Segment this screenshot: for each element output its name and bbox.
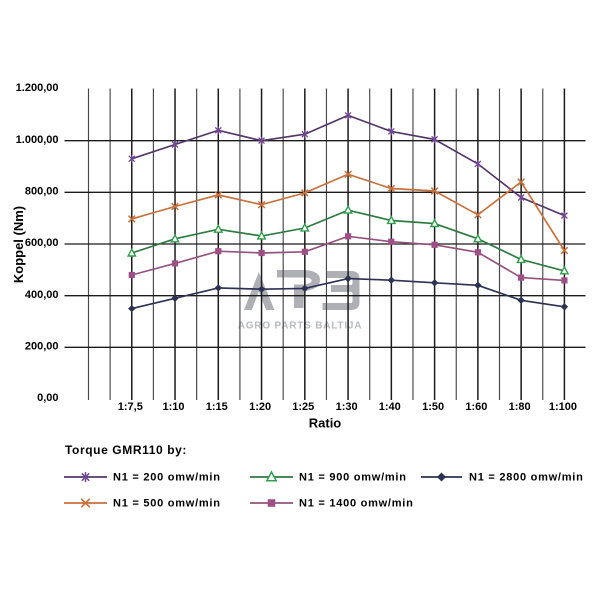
svg-text:1:7,5: 1:7,5: [118, 401, 143, 413]
svg-text:200,00: 200,00: [25, 341, 59, 353]
svg-text:0,00: 0,00: [37, 392, 58, 404]
svg-text:1.200,00: 1.200,00: [16, 82, 59, 94]
svg-text:1:40: 1:40: [379, 401, 401, 413]
svg-text:1:80: 1:80: [509, 401, 531, 413]
svg-text:1:25: 1:25: [292, 401, 314, 413]
svg-text:N1 = 1400 omw/min: N1 = 1400 omw/min: [299, 498, 414, 510]
svg-text:N1 = 900 omw/min: N1 = 900 omw/min: [299, 472, 407, 484]
svg-text:N1 = 500 omw/min: N1 = 500 omw/min: [113, 498, 221, 510]
svg-text:N1 = 200 omw/min: N1 = 200 omw/min: [113, 472, 221, 484]
svg-text:1:15: 1:15: [206, 401, 228, 413]
svg-text:600,00: 600,00: [25, 237, 59, 249]
svg-text:1:100: 1:100: [549, 401, 577, 413]
svg-text:Ratio: Ratio: [309, 416, 342, 431]
svg-text:1:30: 1:30: [336, 401, 358, 413]
svg-text:Torque GMR110 by:: Torque GMR110 by:: [65, 443, 187, 457]
svg-text:800,00: 800,00: [25, 186, 59, 198]
svg-text:AGRO PARTS BALTIJA: AGRO PARTS BALTIJA: [238, 321, 363, 332]
svg-text:Koppel (Nm): Koppel (Nm): [11, 206, 26, 283]
svg-text:1:20: 1:20: [249, 401, 271, 413]
svg-text:1:50: 1:50: [422, 401, 444, 413]
svg-text:1:10: 1:10: [162, 401, 184, 413]
svg-text:1:60: 1:60: [465, 401, 487, 413]
svg-text:400,00: 400,00: [25, 289, 59, 301]
svg-text:N1 = 2800 omw/min: N1 = 2800 omw/min: [469, 472, 584, 484]
svg-text:1.000,00: 1.000,00: [16, 134, 59, 146]
